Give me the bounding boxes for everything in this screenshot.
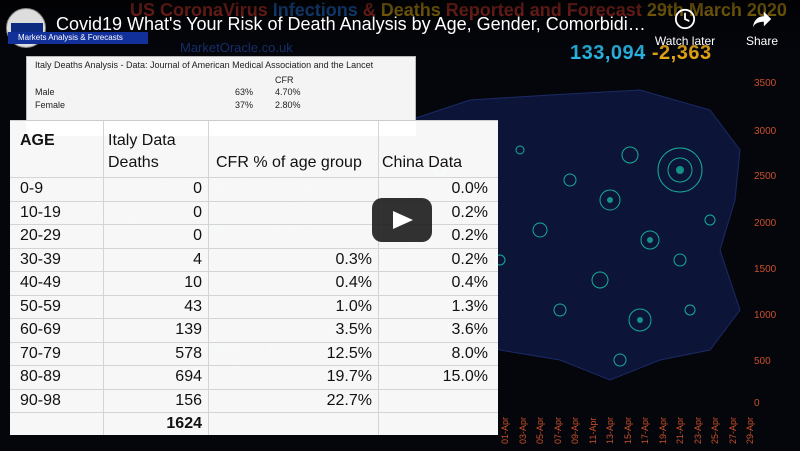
header-cfr: CFR % of age group bbox=[216, 154, 362, 171]
deaths-cell: 156 bbox=[175, 391, 202, 409]
age-cell: 10-19 bbox=[20, 203, 61, 221]
play-icon bbox=[393, 211, 413, 229]
share-label: Share bbox=[745, 34, 779, 48]
gender-cfr: 2.80% bbox=[275, 100, 301, 110]
watch-later-button[interactable]: Watch later bbox=[650, 8, 720, 48]
total-deaths-cell: 1624 bbox=[166, 415, 202, 432]
header-italy-data: Italy Data bbox=[108, 132, 176, 149]
channel-brand-strip: Markets Analysis & Forecasts bbox=[8, 32, 148, 44]
share-button[interactable]: Share bbox=[740, 8, 784, 48]
gender-share: 63% bbox=[235, 87, 254, 97]
y-tick-label: 500 bbox=[754, 356, 771, 367]
cfr-cell: 12.5% bbox=[326, 344, 372, 362]
cfr-cell: 22.7% bbox=[326, 391, 372, 409]
gender-label: Female bbox=[35, 100, 66, 110]
share-arrow-icon bbox=[752, 11, 772, 28]
y-tick-label: 3000 bbox=[754, 126, 777, 137]
china-cell: 0.2% bbox=[451, 203, 488, 221]
gender-cfr: 4.70% bbox=[275, 87, 301, 97]
gender-row-female: Female 37% 2.80% bbox=[35, 100, 405, 112]
x-tick-label: 29-Apr bbox=[745, 416, 755, 444]
header-deaths: Deaths bbox=[108, 154, 159, 171]
x-tick-label: 27-Apr bbox=[727, 416, 738, 444]
cfr-cell: 0.3% bbox=[335, 250, 372, 268]
clock-icon bbox=[674, 8, 696, 30]
age-cell: 30-39 bbox=[20, 250, 61, 268]
x-tick-label: 01-Apr bbox=[500, 416, 510, 444]
deaths-cell: 4 bbox=[193, 250, 202, 268]
x-tick-label: 05-Apr bbox=[535, 416, 545, 444]
china-cell: 15.0% bbox=[442, 368, 488, 385]
watch-later-label: Watch later bbox=[654, 34, 716, 48]
cfr-header: CFR bbox=[275, 75, 294, 85]
age-cell: 20-29 bbox=[20, 227, 61, 244]
x-tick-label: 17-Apr bbox=[640, 416, 650, 444]
y-tick-label: 1500 bbox=[754, 264, 777, 275]
x-tick-label: 15-Apr bbox=[622, 416, 633, 444]
deaths-cell: 0 bbox=[193, 227, 202, 244]
gender-label: Male bbox=[35, 87, 55, 97]
age-cell: 60-69 bbox=[20, 321, 61, 338]
header-age: AGE bbox=[20, 132, 55, 149]
china-cell: 0.0% bbox=[451, 180, 488, 197]
y-tick-label: 2500 bbox=[754, 171, 777, 182]
gender-table-header: CFR bbox=[35, 75, 405, 87]
italy-age-deaths-table: AGE Italy Data Deaths CFR % of age group… bbox=[10, 120, 498, 435]
x-tick-label: 07-Apr bbox=[552, 416, 563, 444]
cfr-cell: 1.0% bbox=[335, 297, 372, 315]
age-cell: 80-89 bbox=[20, 368, 61, 385]
age-cell: 40-49 bbox=[20, 274, 61, 291]
cfr-cell: 0.4% bbox=[335, 274, 372, 291]
x-tick-label: 11-Apr bbox=[587, 417, 598, 444]
right-y-axis: 3500 3000 2500 2000 1500 1000 500 0 bbox=[752, 0, 800, 451]
deaths-cell: 0 bbox=[193, 203, 202, 221]
x-tick-label: 13-Apr bbox=[605, 416, 615, 444]
deaths-cell: 139 bbox=[175, 321, 202, 338]
age-cell: 0-9 bbox=[20, 180, 44, 197]
china-cell: 3.6% bbox=[451, 321, 488, 338]
deaths-cell: 578 bbox=[175, 344, 202, 362]
date-x-axis: 01-Apr 03-Apr 05-Apr 07-Apr 09-Apr 11-Apr 13-A… bbox=[490, 400, 760, 451]
gender-table-title: Italy Deaths Analysis - Data: Journal of… bbox=[35, 60, 374, 70]
x-tick-label: 21-Apr bbox=[675, 416, 685, 444]
x-tick-label: 09-Apr bbox=[570, 416, 580, 444]
deaths-cell: 694 bbox=[175, 368, 202, 385]
age-cell: 70-79 bbox=[20, 344, 61, 362]
video-title[interactable]: Covid19 What's Your Risk of Death Analys… bbox=[56, 14, 646, 34]
deaths-cell: 0 bbox=[193, 180, 202, 197]
x-tick-label: 23-Apr bbox=[692, 416, 703, 444]
gender-row-male: Male 63% 4.70% bbox=[35, 87, 405, 99]
cfr-cell: 19.7% bbox=[326, 368, 372, 385]
gender-share: 37% bbox=[235, 100, 254, 110]
y-tick-label: 0 bbox=[754, 398, 760, 409]
y-tick-label: 2000 bbox=[754, 218, 777, 229]
age-cell: 50-59 bbox=[20, 297, 61, 315]
player-top-bar bbox=[0, 0, 800, 58]
x-tick-label: 25-Apr bbox=[710, 416, 720, 444]
x-tick-label: 03-Apr bbox=[517, 416, 528, 444]
cfr-cell: 3.5% bbox=[335, 321, 372, 338]
header-china: China Data bbox=[382, 154, 463, 171]
deaths-cell: 10 bbox=[184, 274, 202, 291]
china-cell: 1.3% bbox=[451, 297, 488, 315]
china-cell: 0.2% bbox=[451, 227, 488, 244]
y-tick-label: 3500 bbox=[754, 78, 777, 89]
china-cell: 8.0% bbox=[451, 344, 488, 362]
age-cell: 90-98 bbox=[20, 391, 61, 409]
china-cell: 0.2% bbox=[451, 250, 488, 268]
play-button[interactable] bbox=[372, 198, 432, 242]
x-tick-label: 19-Apr bbox=[657, 416, 668, 444]
china-cell: 0.4% bbox=[451, 274, 488, 291]
y-tick-label: 1000 bbox=[754, 310, 777, 321]
deaths-cell: 43 bbox=[184, 297, 202, 315]
